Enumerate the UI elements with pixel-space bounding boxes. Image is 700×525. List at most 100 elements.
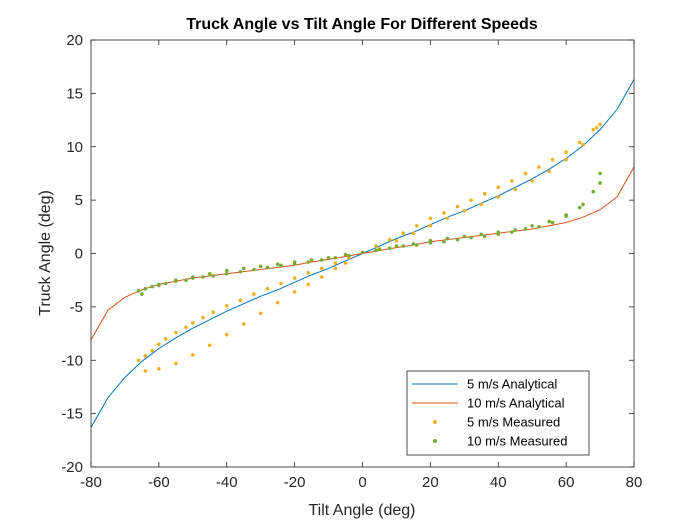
series-3-point — [347, 253, 351, 258]
x-tick-label: 40 — [490, 474, 507, 491]
x-axis-label: Tilt Angle (deg) — [308, 502, 415, 519]
series-2-point — [333, 261, 338, 265]
series-3-point — [157, 283, 161, 288]
series-2-point — [415, 223, 419, 228]
series-3-point — [309, 258, 314, 262]
series-2-point — [394, 238, 399, 243]
series-3-point — [598, 181, 602, 185]
series-2-point — [333, 266, 338, 271]
x-tick-label: 60 — [558, 474, 575, 491]
series-2-point — [157, 342, 161, 347]
series-3-point — [136, 289, 141, 293]
series-3-point — [513, 228, 518, 232]
series-2-point — [319, 275, 324, 279]
series-2-point — [191, 353, 195, 357]
series-3-point — [174, 278, 178, 282]
series-3-point — [411, 242, 416, 246]
series-3-point — [482, 234, 487, 239]
series-3-point — [469, 235, 473, 240]
series-2-point — [211, 310, 215, 315]
series-2-point — [306, 270, 311, 275]
series-2-point — [564, 157, 568, 162]
series-2-point — [411, 231, 416, 236]
series-2-point — [292, 290, 297, 294]
x-tick-label: 20 — [422, 474, 439, 491]
series-2-point — [401, 231, 406, 236]
x-tick-label: 0 — [358, 474, 366, 491]
series-2-point — [265, 286, 270, 291]
y-tick-label: 20 — [66, 32, 83, 49]
series-3-point — [275, 262, 280, 266]
series-2-point — [513, 187, 518, 192]
series-2-point — [319, 266, 324, 271]
series-2-point — [455, 204, 460, 209]
series-3-point — [258, 264, 263, 269]
series-3-point — [292, 260, 297, 264]
y-tick-label: -10 — [61, 352, 83, 369]
x-tick-label: -40 — [216, 474, 238, 491]
x-tick-label: -20 — [284, 474, 306, 491]
series-3-point — [442, 239, 446, 244]
series-3-point — [360, 250, 365, 255]
series-2-point — [594, 125, 599, 130]
series-3-point — [401, 244, 406, 248]
legend-swatch-2 — [433, 420, 437, 424]
series-3-point — [279, 263, 283, 268]
series-2-point — [482, 191, 487, 196]
series-3-point — [238, 269, 243, 274]
series-3-point — [140, 292, 144, 296]
series-3-point — [523, 227, 528, 231]
series-3-point — [343, 252, 348, 257]
series-2-point — [479, 202, 484, 207]
series-3-point — [374, 248, 378, 253]
series-3-point — [387, 246, 392, 250]
series-2-point — [292, 276, 297, 280]
y-axis-label: Truck Angle (deg) — [37, 190, 54, 316]
series-2-point — [143, 354, 148, 358]
series-2-point — [224, 332, 229, 337]
series-2-point — [523, 171, 528, 176]
series-3-point — [150, 284, 154, 289]
series-2-point — [442, 211, 446, 215]
series-3-point — [496, 230, 501, 234]
series-3-point — [537, 225, 541, 229]
series-3-point — [319, 258, 324, 262]
series-2-point — [591, 127, 596, 132]
series-3-point — [224, 271, 229, 276]
series-2-point — [496, 185, 501, 190]
series-3-point — [306, 260, 311, 264]
series-3-point — [377, 247, 382, 252]
series-2-point — [374, 244, 378, 248]
series-2-point — [445, 216, 450, 221]
series-2-point — [157, 366, 161, 371]
series-2-point — [252, 292, 256, 296]
legend-box — [406, 370, 590, 456]
series-3-point — [564, 213, 568, 217]
series-2-point — [191, 321, 195, 325]
legend-label-3: 10 m/s Measured — [467, 434, 567, 449]
series-3-point — [163, 281, 168, 286]
y-tick-label: -15 — [61, 406, 83, 423]
x-tick-label: 80 — [626, 474, 643, 491]
y-tick-label: 15 — [66, 85, 83, 102]
y-tick-label: -5 — [70, 299, 83, 316]
ticks-layer: -80 -60 -40 -20 0 20 40 60 80 -20 -15 -10 -5 0 5 10 15 20 — [61, 32, 642, 491]
legend-label-0: 5 m/s Analytical — [467, 377, 557, 392]
series-2-point — [174, 330, 178, 335]
series-3-point — [201, 275, 205, 279]
series-3-point — [445, 236, 450, 241]
series-3-point — [462, 234, 467, 239]
series-3-point — [326, 255, 331, 260]
legend: 5 m/s Analytical 10 m/s Analytical 5 m/s M… — [406, 370, 590, 456]
series-2-point — [537, 165, 541, 169]
series-2-point — [163, 337, 168, 341]
series-2-point — [258, 311, 263, 316]
series-2-point — [550, 157, 555, 162]
series-3-point — [224, 268, 229, 273]
series-3-point — [241, 266, 246, 271]
series-3-point — [428, 238, 433, 243]
series-2-point — [150, 348, 154, 353]
series-2-point — [143, 369, 148, 373]
series-2-point — [547, 169, 551, 174]
